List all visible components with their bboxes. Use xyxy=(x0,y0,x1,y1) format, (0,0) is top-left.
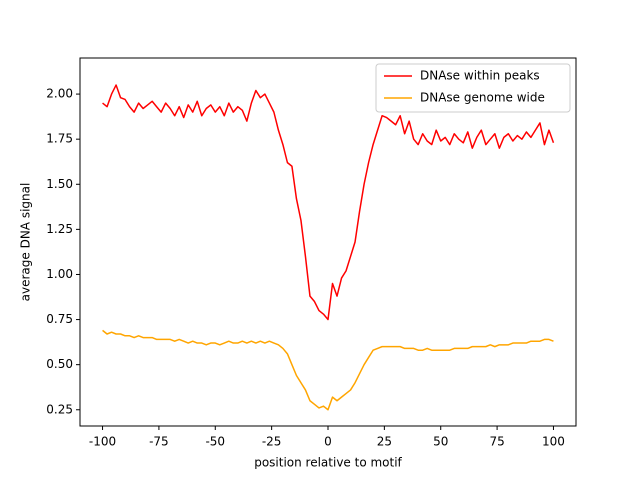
x-tick-label: -50 xyxy=(205,435,225,449)
legend-label: DNAse within peaks xyxy=(420,69,540,83)
x-tick-label: 75 xyxy=(489,435,504,449)
x-axis-label: position relative to motif xyxy=(254,456,402,470)
y-tick-label: 1.75 xyxy=(46,132,73,146)
y-tick-label: 0.75 xyxy=(46,312,73,326)
x-tick-label: -75 xyxy=(149,435,169,449)
x-tick-label: 50 xyxy=(433,435,448,449)
y-axis-label: average DNA signal xyxy=(19,183,33,302)
y-tick-label: 0.50 xyxy=(46,357,73,371)
x-tick-label: -25 xyxy=(262,435,282,449)
x-tick-label: 25 xyxy=(377,435,392,449)
y-tick-label: 0.25 xyxy=(46,402,73,416)
series-line xyxy=(102,84,555,321)
y-tick-label: 1.00 xyxy=(46,267,73,281)
x-tick-label: 100 xyxy=(542,435,565,449)
y-tick-label: 1.50 xyxy=(46,177,73,191)
x-tick-label: -100 xyxy=(89,435,116,449)
plot-frame xyxy=(79,57,577,427)
y-tick-label: 1.25 xyxy=(46,222,73,236)
legend-box xyxy=(375,63,571,113)
series-line xyxy=(102,329,554,411)
x-tick-label: 0 xyxy=(324,435,332,449)
y-tick-label: 2.00 xyxy=(46,87,73,101)
legend-label: DNAse genome wide xyxy=(420,91,545,105)
